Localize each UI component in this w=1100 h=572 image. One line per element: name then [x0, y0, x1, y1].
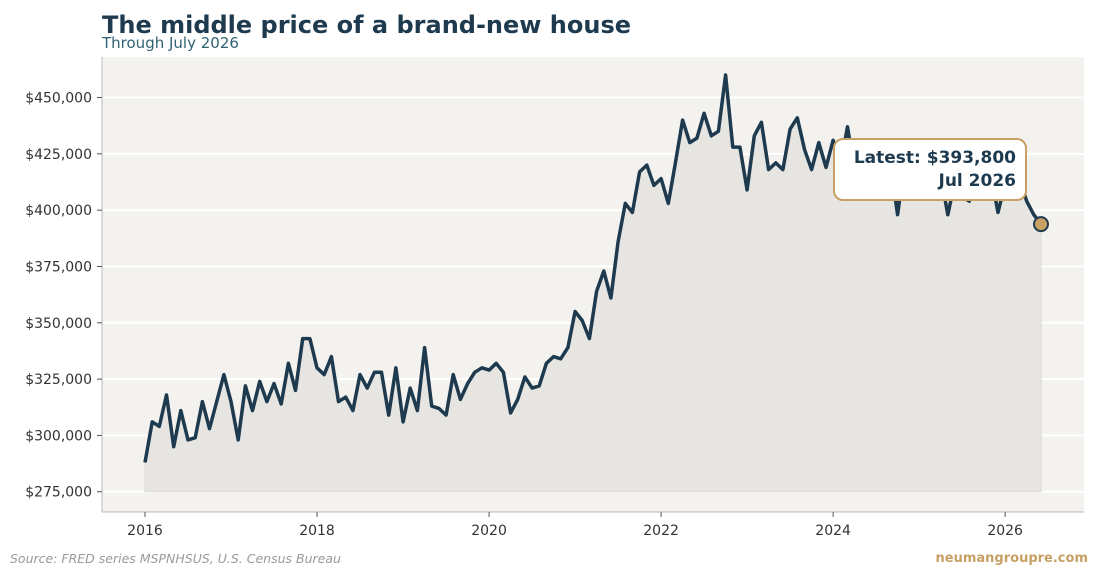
- x-tick-label: 2018: [299, 523, 335, 539]
- y-tick-label: $375,000: [25, 259, 92, 275]
- x-tick-label: 2022: [643, 523, 679, 539]
- chart-subtitle: Through July 2026: [102, 34, 239, 52]
- callout-box: [833, 138, 1027, 201]
- y-tick-label: $350,000: [25, 316, 92, 332]
- callout-date-label: Jul 2026: [938, 171, 1017, 191]
- chart-title: The middle price of a brand-new house: [102, 11, 632, 39]
- x-tick-label: 2026: [987, 523, 1023, 539]
- y-axis-ticks: $275,000 $300,000 $325,000 $350,000 $375,000…: [25, 91, 102, 501]
- y-tick-label: $450,000: [25, 91, 92, 107]
- latest-point-marker: [1032, 216, 1049, 233]
- source-note: Source: FRED series MSPNHSUS, U.S. Censu…: [10, 551, 341, 566]
- x-tick-label: 2020: [471, 523, 507, 539]
- latest-value-callout: Latest: $393,800 Jul 2026: [833, 138, 1027, 201]
- x-tick-label: 2024: [815, 523, 851, 539]
- callout-value-label: Latest: $393,800: [854, 148, 1016, 168]
- y-tick-label: $275,000: [25, 485, 92, 501]
- y-tick-label: $425,000: [25, 147, 92, 163]
- x-axis-ticks: 2016 2018 2020 2022 2024 2026: [127, 512, 1023, 539]
- x-tick-label: 2016: [127, 523, 163, 539]
- y-tick-label: $325,000: [25, 372, 92, 388]
- y-tick-label: $300,000: [25, 428, 92, 444]
- y-tick-label: $400,000: [25, 203, 92, 219]
- brand-link[interactable]: neumangroupre.com: [935, 551, 1088, 566]
